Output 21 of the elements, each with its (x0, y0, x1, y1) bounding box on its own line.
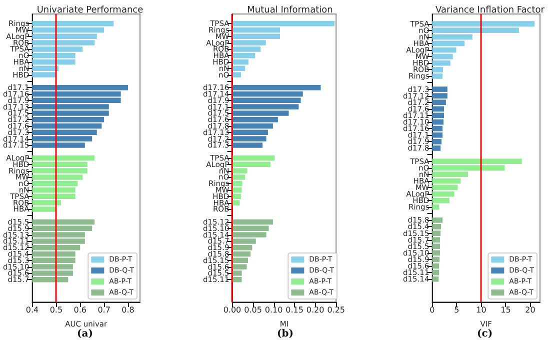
x-tick-label: 0.7 (98, 306, 110, 314)
chart-title: Univariate Performance (36, 6, 144, 16)
x-tick-label: 0.4 (26, 306, 39, 314)
text: (c) (477, 328, 493, 340)
x-tick-label: 15 (500, 306, 511, 314)
x-tick-label: 0.20 (306, 306, 324, 314)
x-tick-label: 0.5 (50, 306, 63, 314)
chart-title: Variance Inflation Factor (436, 6, 545, 16)
x-tick-label: 0.25 (327, 306, 345, 314)
x-tick-label: 0 (430, 306, 435, 314)
x-tick-label: 0.05 (244, 306, 262, 314)
x-tick-label: 0.10 (264, 306, 283, 314)
text: (b) (277, 328, 294, 340)
x-tick-label: 0.6 (74, 306, 86, 314)
x-tick-label: 10 (476, 306, 486, 314)
text: (a) (77, 328, 93, 340)
chart-title: Mutual Information (247, 6, 333, 16)
x-tick-label: 0.8 (122, 306, 134, 314)
x-tick-label: 20 (525, 306, 536, 314)
x-tick-label: 0.00 (223, 306, 242, 314)
x-tick-label: 0.15 (286, 306, 304, 314)
